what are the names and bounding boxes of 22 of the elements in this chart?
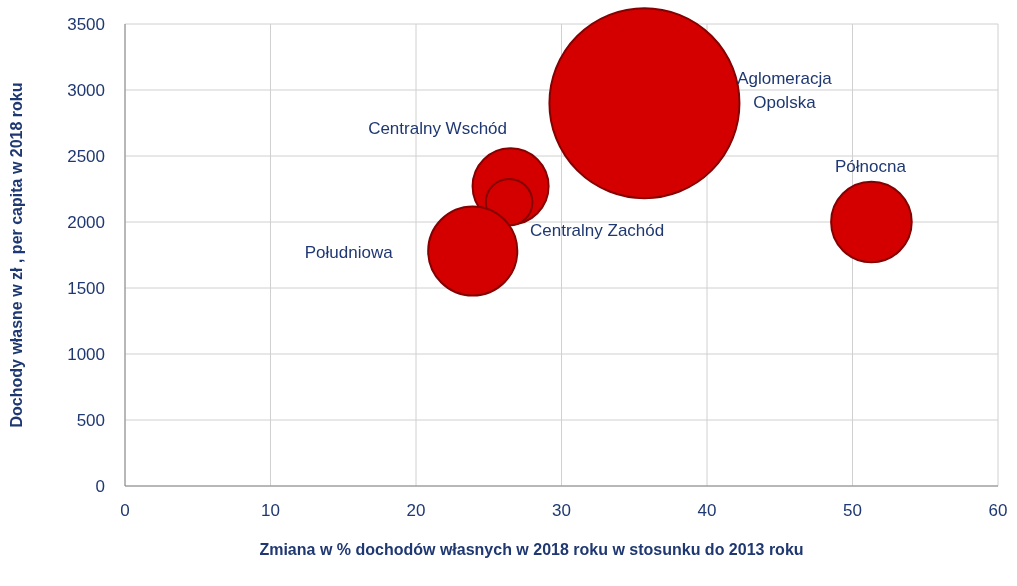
y-tick-label: 2500 bbox=[67, 146, 105, 166]
y-tick-label: 1000 bbox=[67, 344, 105, 364]
y-tick-label: 3500 bbox=[67, 14, 105, 34]
series-label: Północna bbox=[834, 156, 907, 176]
y-axis-title: Dochody własne w zł , per capita w 2018 roku bbox=[8, 82, 25, 428]
x-axis-title: Zmiana w % dochodów własnych w 2018 roku w stosunku do 2013 roku bbox=[259, 541, 804, 558]
y-tick-label: 500 bbox=[76, 410, 105, 430]
x-tick-label: 40 bbox=[697, 501, 717, 520]
series-label: Centralny Zachód bbox=[530, 221, 665, 241]
x-tick-label: 60 bbox=[988, 501, 1008, 520]
series-label: Aglomeracja Opolska bbox=[737, 68, 833, 112]
y-tick-label: 0 bbox=[95, 476, 105, 496]
y-tick-label: 3000 bbox=[67, 80, 105, 100]
x-tick-label: 20 bbox=[406, 501, 426, 520]
series-label: Centralny Wschód bbox=[368, 119, 508, 139]
x-tick-label: 30 bbox=[552, 501, 571, 520]
y-tick-label: 1500 bbox=[67, 278, 105, 298]
y-tick-label: 2000 bbox=[67, 212, 105, 232]
x-tick-label: 0 bbox=[120, 501, 130, 520]
x-tick-label: 10 bbox=[261, 501, 280, 520]
text: Południowa bbox=[304, 242, 394, 262]
x-tick-label: 50 bbox=[843, 501, 862, 520]
